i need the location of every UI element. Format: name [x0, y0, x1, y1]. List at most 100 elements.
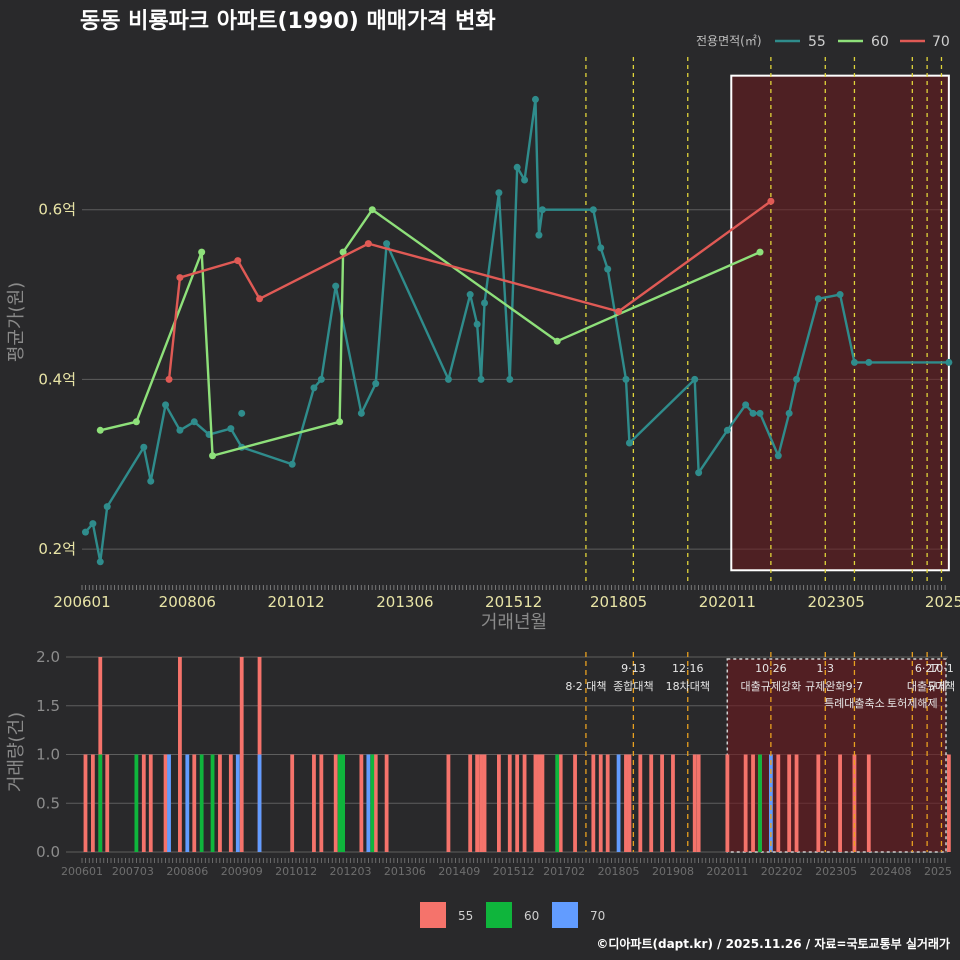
price-point-55 — [89, 520, 97, 528]
price-point-55 — [506, 375, 514, 383]
price-point-55 — [695, 469, 703, 477]
volume-bar-55 — [692, 754, 697, 852]
price-point-70 — [615, 308, 623, 316]
volume-highlight-box — [726, 658, 947, 853]
volume-y-tick-label: 1.0 — [36, 746, 60, 764]
price-point-55 — [147, 477, 155, 485]
volume-highlight-region — [726, 658, 947, 853]
price-point-55 — [604, 265, 612, 273]
price-x-tick-label: 200806 — [159, 593, 216, 611]
volume-bar-55 — [598, 754, 603, 852]
volume-bar-55 — [794, 754, 799, 852]
price-point-60 — [553, 337, 561, 345]
price-point-55 — [865, 358, 873, 366]
price-point-55 — [749, 409, 757, 417]
policy-label: 1·3 — [817, 662, 835, 675]
bottom-legend: 55 60 70 — [420, 902, 605, 928]
price-point-55 — [850, 358, 858, 366]
volume-bar-55 — [468, 754, 473, 852]
policy-label: 10·1 — [929, 662, 954, 675]
price-point-70 — [176, 274, 184, 282]
price-x-tick-label: 201306 — [376, 593, 433, 611]
price-point-55 — [774, 452, 782, 460]
volume-policy-lines — [585, 652, 943, 852]
price-point-55 — [513, 163, 521, 171]
policy-label: 6·27 — [915, 662, 940, 675]
policy-label: 5대책 — [928, 680, 955, 693]
volume-x-tick-label: 202011 — [706, 865, 748, 878]
price-point-55 — [190, 418, 198, 426]
policy-label: 8·2 대책 — [565, 680, 606, 693]
price-point-55 — [176, 426, 184, 434]
top-legend: 전용면적(㎡) 55 60 70 — [696, 34, 950, 50]
price-x-tick-label: 201805 — [590, 593, 647, 611]
volume-bar-55 — [507, 754, 512, 852]
price-point-60 — [132, 418, 140, 426]
price-point-60 — [368, 206, 376, 214]
volume-bar-70 — [185, 754, 190, 852]
legend-swatch-55 — [420, 902, 446, 928]
price-point-55 — [162, 401, 170, 409]
volume-bar-55 — [671, 754, 675, 852]
price-point-60 — [96, 426, 104, 434]
volume-bars — [83, 657, 951, 852]
price-point-70 — [165, 375, 173, 383]
volume-bar-55 — [239, 657, 244, 852]
volume-x-axis: 200601 200703 200806 200909 201012 201203 2013… — [61, 858, 952, 878]
volume-bar-60 — [98, 754, 103, 852]
price-point-60 — [339, 248, 347, 256]
price-point-70 — [256, 295, 264, 303]
volume-x-tick-label: 201702 — [543, 865, 585, 878]
price-y-tick-label: 0.2억 — [38, 540, 76, 558]
volume-bar-55 — [192, 754, 197, 852]
volume-bar-55 — [627, 754, 632, 852]
volume-bar-55 — [475, 754, 480, 852]
price-point-55 — [785, 409, 793, 417]
policy-label: 12·16 — [672, 662, 704, 675]
policy-label: 특례대출축소 — [824, 697, 885, 710]
volume-y-axis-title: 거래량(건) — [6, 712, 27, 792]
policy-label: 토허제해제 — [887, 696, 938, 710]
price-point-55 — [477, 375, 485, 383]
volume-bar-60 — [337, 754, 342, 852]
volume-bar-55 — [533, 754, 538, 852]
footer-credit: ©디아파트(dapt.kr) / 2025.11.26 / 자료=국토교통부 실… — [596, 936, 950, 951]
volume-bar-55 — [482, 754, 487, 852]
volume-bar-55 — [479, 754, 483, 852]
policy-label: 9·13 — [621, 662, 646, 675]
price-point-55 — [372, 380, 380, 388]
volume-bar-55 — [751, 754, 755, 852]
price-point-55 — [531, 95, 539, 103]
price-x-axis-title: 거래년월 — [481, 612, 547, 633]
price-point-55 — [332, 282, 340, 290]
policy-label: 대출규제 — [907, 680, 947, 693]
policy-label: 규제완화 — [805, 680, 845, 693]
price-point-55 — [481, 299, 489, 307]
price-point-55 — [836, 291, 844, 299]
price-point-55 — [589, 206, 597, 214]
price-point-55 — [103, 503, 111, 511]
volume-x-tick-label: 201012 — [275, 865, 317, 878]
volume-bar-55 — [83, 754, 88, 852]
legend-swatch-label-55: 55 — [458, 909, 473, 923]
volume-bar-55 — [743, 754, 748, 852]
price-point-55 — [473, 320, 481, 328]
price-point-55 — [317, 375, 325, 383]
price-point-55 — [691, 375, 699, 383]
legend-swatch-60 — [486, 902, 512, 928]
volume-bar-70 — [768, 754, 773, 852]
volume-x-tick-label: 202202 — [761, 865, 803, 878]
volume-y-axis: 0.0 0.5 1.0 1.5 2.0 — [36, 648, 60, 861]
price-point-55 — [597, 244, 605, 252]
volume-bar-60 — [134, 754, 139, 852]
price-point-60 — [209, 452, 217, 460]
price-x-tick-label: 201012 — [267, 593, 324, 611]
volume-bar-55 — [163, 754, 168, 852]
volume-bar-55 — [446, 754, 451, 852]
price-point-55 — [742, 401, 750, 409]
price-point-55 — [310, 384, 318, 392]
price-point-55 — [814, 295, 822, 303]
price-point-55 — [444, 375, 452, 383]
legend-title: 전용면적(㎡) — [696, 34, 762, 48]
